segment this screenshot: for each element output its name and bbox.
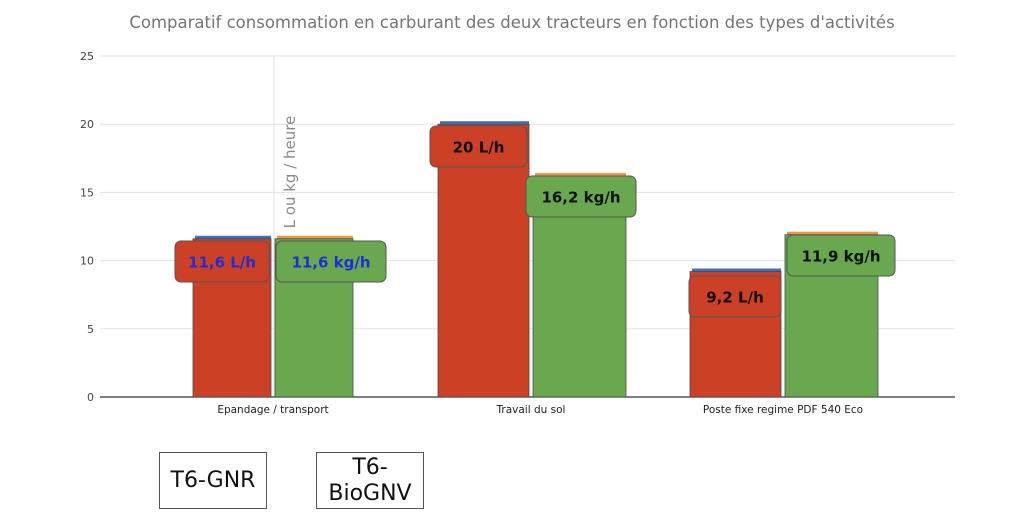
chart-title: Comparatif consommation en carburant des…: [129, 13, 894, 32]
data-label-box: [688, 275, 782, 318]
bar-t6-gnr: [437, 123, 530, 398]
y-tick-label: 20: [80, 118, 94, 131]
y-tick-label: 5: [87, 323, 94, 336]
legend-item-t6-gnr: T6-GNR: [159, 452, 267, 509]
data-label: 11,6 L/h: [174, 240, 270, 283]
legend-label-t6-gnr: T6-GNR: [170, 467, 256, 493]
data-label-text: 11,9 kg/h: [801, 248, 880, 266]
y-axis-title: L ou kg / heure: [281, 116, 299, 229]
data-label: 11,6 kg/h: [275, 240, 387, 283]
data-label: 16,2 kg/h: [525, 175, 637, 218]
x-tick-label: Poste fixe regime PDF 540 Eco: [703, 404, 863, 416]
data-label: 9,2 L/h: [688, 275, 782, 318]
x-axis-labels: Epandage / transport Travail du sol Poste …: [217, 404, 863, 416]
legend-label-t6-biognv: T6-BioGNV: [328, 454, 412, 506]
data-label-text: 11,6 L/h: [188, 254, 256, 272]
data-label-text: 16,2 kg/h: [541, 189, 620, 207]
data-label-box: [525, 175, 637, 218]
data-label-text: 11,6 kg/h: [291, 254, 370, 272]
data-label-box: [786, 234, 896, 277]
y-tick-label: 10: [80, 255, 94, 268]
data-labels: 11,6 L/h 11,6 kg/h 20 L/h 16,2 kg/h 9,2 L/h 1…: [174, 125, 896, 318]
data-label-box: [275, 240, 387, 283]
x-tick-label: Travail du sol: [496, 404, 566, 416]
data-label-box: [429, 125, 528, 168]
y-tick-label: 15: [80, 186, 94, 199]
data-label-box: [174, 240, 270, 283]
x-tick-label: Epandage / transport: [217, 404, 328, 416]
data-label: 11,9 kg/h: [786, 234, 896, 277]
y-tick-label: 0: [87, 391, 94, 404]
data-label-text: 20 L/h: [453, 139, 505, 157]
legend-item-t6-biognv: T6-BioGNV: [316, 452, 424, 509]
data-label: 20 L/h: [429, 125, 528, 168]
data-label-text: 9,2 L/h: [706, 289, 764, 307]
y-tick-label: 25: [80, 50, 94, 63]
